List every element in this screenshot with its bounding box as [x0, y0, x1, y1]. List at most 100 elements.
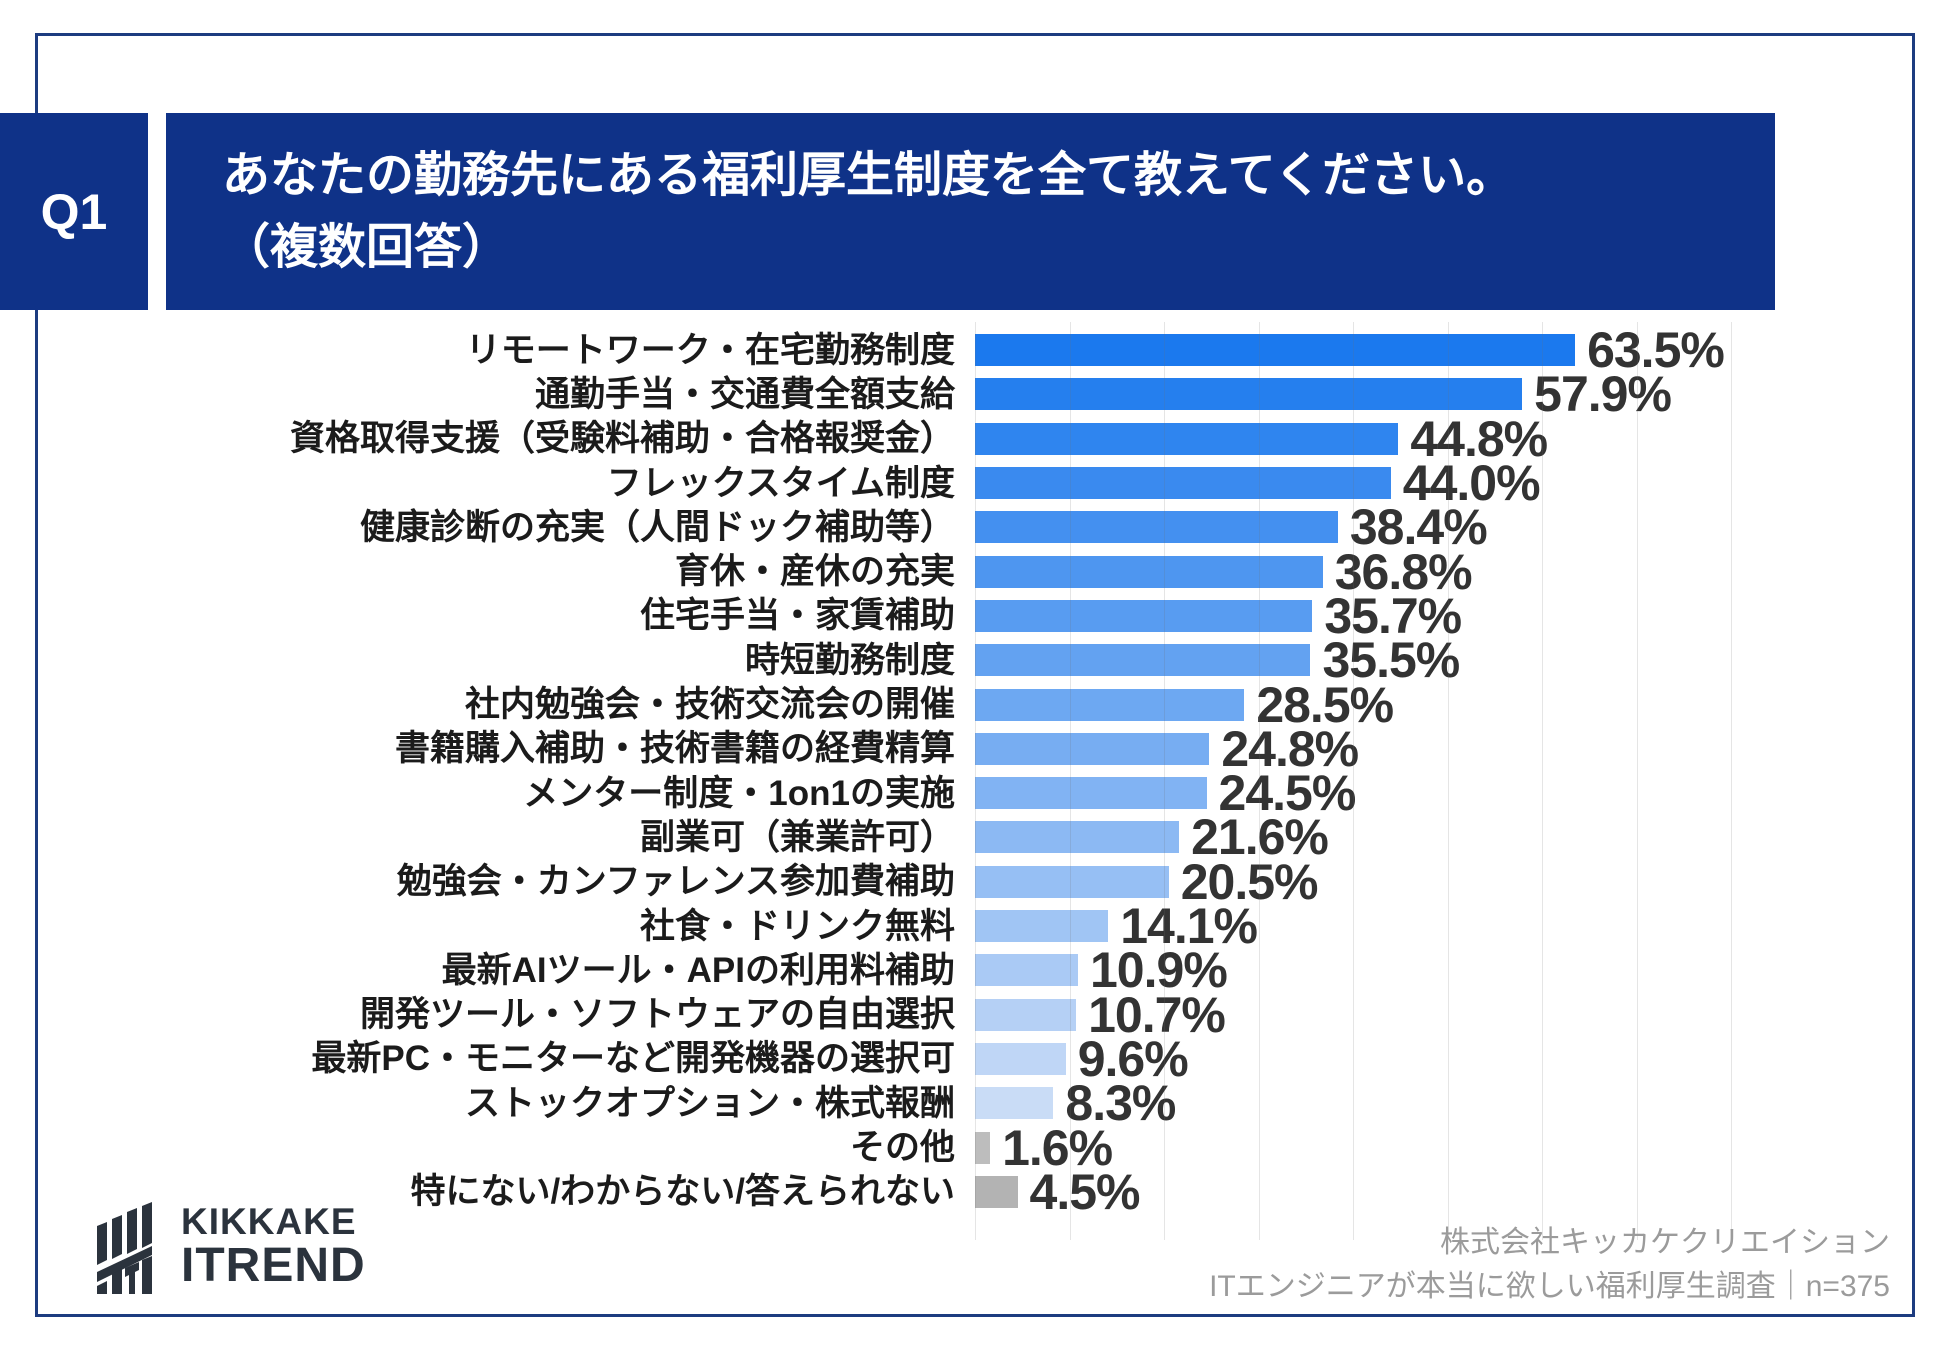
bar-track: 24.5%	[975, 765, 1357, 822]
chart-row: 特にない/わからない/答えられない 4.5%	[0, 1163, 1948, 1220]
bar	[975, 1042, 1066, 1075]
category-label: 社内勉強会・技術交流会の開催	[464, 685, 955, 725]
category-label: 最新AIツール・APIの利用料補助	[441, 950, 955, 990]
chart-row: 書籍購入補助・技術書籍の経費精算 24.8%	[0, 720, 1948, 777]
chart-row: 最新AIツール・APIの利用料補助 10.9%	[0, 942, 1948, 999]
value-label: 44.8%	[1410, 410, 1548, 467]
chart-row: 資格取得支援（受験料補助・合格報奨金） 44.8%	[0, 410, 1948, 467]
value-label: 44.0%	[1402, 455, 1541, 512]
chart-row: 健康診断の充実（人間ドック補助等） 38.4%	[0, 499, 1948, 556]
chart-row: 最新PC・モニターなど開発機器の選択可 9.6%	[0, 1034, 1948, 1084]
bar	[975, 467, 1391, 500]
bar-track: 8.3%	[975, 1075, 1176, 1132]
chart-row: 社食・ドリンク無料 14.1%	[0, 898, 1948, 955]
value-label: 4.5%	[1029, 1163, 1141, 1220]
credit-survey-name: ITエンジニアが本当に欲しい福利厚生調査｜n=375	[1209, 1269, 1890, 1303]
bar-track: 1.6%	[975, 1119, 1113, 1176]
bar-track: 14.1%	[975, 898, 1258, 955]
chart-row: 開発ツール・ソフトウェアの自由選択 10.7%	[0, 990, 1948, 1040]
bar	[975, 1131, 991, 1164]
chart-row: 通勤手当・交通費全額支給 57.9%	[0, 366, 1948, 423]
question-title-line2: （複数回答）	[222, 220, 511, 274]
logo-line1: KIKKAKE	[181, 1200, 357, 1242]
chart-row: 住宅手当・家賃補助 35.7%	[0, 587, 1948, 644]
chart-row: ストックオプション・株式報酬 8.3%	[0, 1075, 1948, 1132]
bar	[975, 378, 1523, 411]
bar	[975, 1087, 1054, 1120]
bar	[975, 865, 1169, 898]
category-label: 特にない/わからない/答えられない	[410, 1172, 955, 1212]
bar	[975, 777, 1207, 810]
value-label: 10.9%	[1090, 942, 1228, 999]
bar-track: 4.5%	[975, 1163, 1141, 1220]
category-label: 資格取得支援（受験料補助・合格報奨金）	[289, 419, 955, 459]
bar	[975, 511, 1338, 544]
value-label: 28.5%	[1256, 676, 1394, 733]
brand-logo: KIKKAKE ITREND	[95, 1198, 366, 1294]
question-number-badge: Q1	[0, 113, 148, 310]
bar	[975, 555, 1323, 588]
value-label: 35.7%	[1324, 587, 1462, 644]
chart-row: 社内勉強会・技術交流会の開催 28.5%	[0, 680, 1948, 730]
bar	[975, 644, 1311, 677]
bar-track: 44.0%	[975, 455, 1541, 512]
value-label: 63.5%	[1587, 322, 1725, 379]
bar	[975, 821, 1180, 854]
category-label: 書籍購入補助・技術書籍の経費精算	[394, 729, 955, 769]
value-label: 1.6%	[1002, 1119, 1113, 1176]
chart-row: その他 1.6%	[0, 1123, 1948, 1173]
bar-track: 63.5%	[975, 322, 1725, 379]
category-label: メンター制度・1on1の実施	[523, 773, 955, 813]
bar	[975, 910, 1109, 943]
category-label: 社食・ドリンク無料	[639, 906, 955, 946]
value-label: 8.3%	[1065, 1075, 1176, 1132]
value-label: 38.4%	[1349, 499, 1488, 556]
bar-track: 38.4%	[975, 499, 1488, 556]
value-label: 10.7%	[1088, 986, 1226, 1043]
bar	[975, 732, 1210, 765]
bar-track: 21.6%	[975, 812, 1329, 862]
bar-track: 20.5%	[975, 857, 1318, 907]
bar-track: 35.7%	[975, 587, 1462, 644]
bar	[975, 334, 1576, 367]
kikkake-itrend-logo-icon	[97, 1202, 152, 1294]
category-label: フレックスタイム制度	[606, 463, 955, 503]
category-label: その他	[849, 1127, 955, 1167]
chart-row: 副業可（兼業許可） 21.6%	[0, 812, 1948, 862]
chart-row: リモートワーク・在宅勤務制度 63.5%	[0, 322, 1948, 379]
value-label: 14.1%	[1120, 898, 1258, 955]
bar-track: 35.5%	[975, 632, 1460, 689]
bar	[975, 422, 1399, 455]
category-label: リモートワーク・在宅勤務制度	[465, 330, 955, 370]
value-label: 57.9%	[1534, 366, 1672, 423]
bar-track: 10.7%	[975, 986, 1226, 1043]
category-label: 健康診断の充実（人間ドック補助等）	[359, 507, 955, 547]
question-title-line1: あなたの勤務先にある福利厚生制度を全て教えてください。	[222, 148, 1515, 202]
question-number: Q1	[40, 183, 108, 240]
category-label: 開発ツール・ソフトウェアの自由選択	[359, 995, 955, 1035]
question-title-banner: あなたの勤務先にある福利厚生制度を全て教えてください。 （複数回答）	[166, 113, 1775, 310]
category-label: 勉強会・カンファレンス参加費補助	[396, 862, 955, 902]
category-label: 時短勤務制度	[744, 640, 955, 680]
bar-track: 10.9%	[975, 942, 1228, 999]
value-label: 20.5%	[1180, 853, 1319, 910]
survey-credit: 株式会社キッカケクリエイション ITエンジニアが本当に欲しい福利厚生調査｜n=3…	[1209, 1221, 1890, 1308]
category-label: 通勤手当・交通費全額支給	[534, 374, 955, 414]
bar	[975, 1175, 1018, 1208]
bar	[975, 954, 1078, 987]
bar	[975, 688, 1245, 721]
category-label: 副業可（兼業許可）	[639, 817, 955, 857]
value-label: 24.5%	[1218, 765, 1357, 822]
category-label: 育休・産休の充実	[674, 552, 955, 592]
value-label: 35.5%	[1322, 632, 1460, 689]
bar-chart: リモートワーク・在宅勤務制度 63.5% 通勤手当・交通費全額支給 57.9% 資格取得…	[0, 322, 1948, 1220]
chart-row: 勉強会・カンファレンス参加費補助 20.5%	[0, 857, 1948, 907]
value-label: 24.8%	[1221, 720, 1359, 777]
category-label: 最新PC・モニターなど開発機器の選択可	[311, 1039, 955, 1079]
bar-track: 24.8%	[975, 720, 1359, 777]
chart-row: フレックスタイム制度 44.0%	[0, 455, 1948, 512]
brand-logo-text: KIKKAKE ITREND	[181, 1203, 366, 1290]
value-label: 36.8%	[1334, 543, 1473, 600]
bar	[975, 998, 1077, 1031]
category-label: 住宅手当・家賃補助	[639, 596, 955, 636]
